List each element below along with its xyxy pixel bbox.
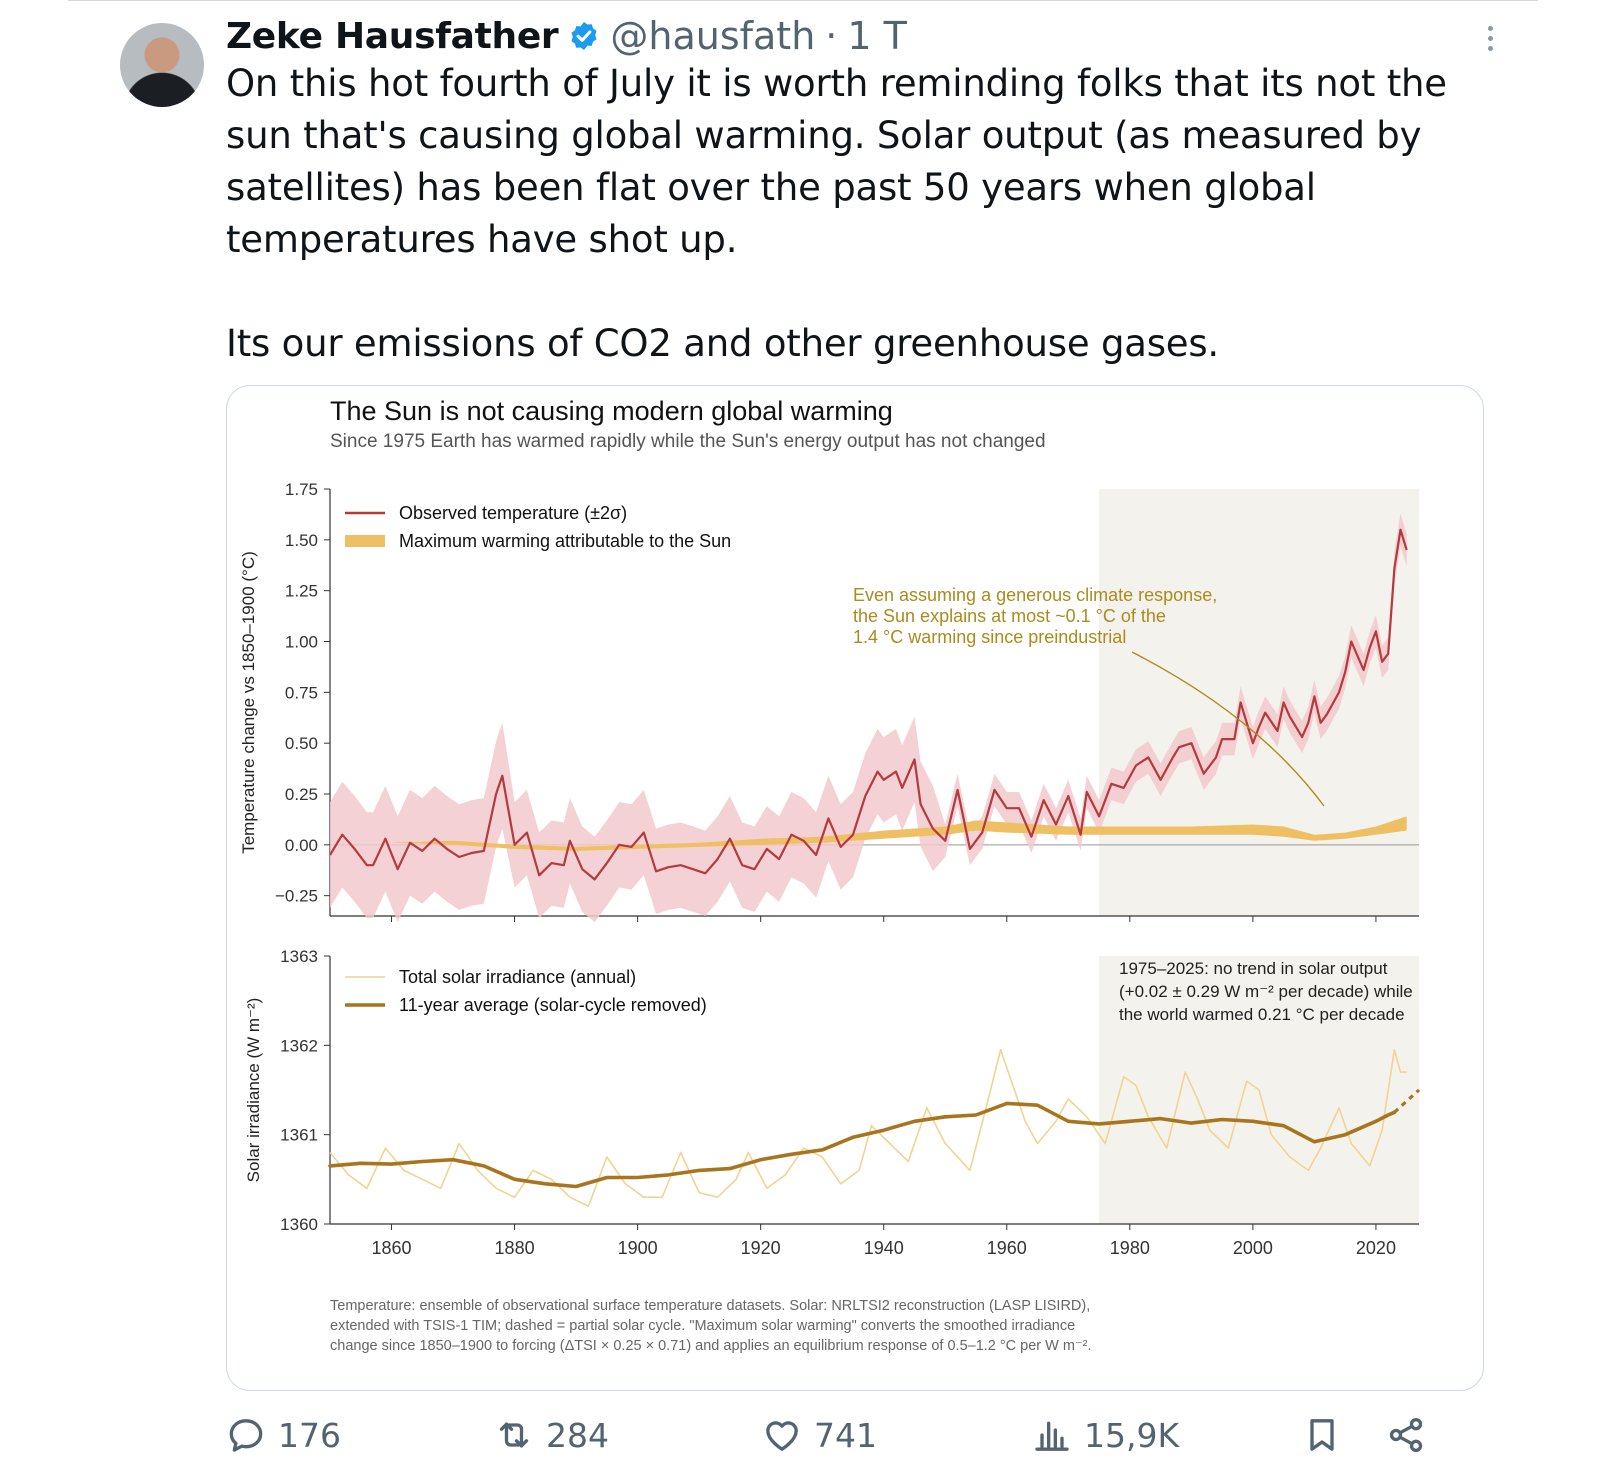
- top-y-tick-label: 0.75: [285, 683, 318, 702]
- chart-footnote-line: change since 1850–1900 to forcing (ΔTSI …: [330, 1338, 1091, 1354]
- bottom-y-axis-label: Solar irradiance (W m⁻²): [244, 998, 263, 1183]
- x-tick-label: 1920: [741, 1238, 781, 1258]
- author-name[interactable]: Zeke Hausfather: [226, 15, 559, 57]
- observed-temperature-band: [330, 513, 1407, 923]
- x-tick-label: 1960: [987, 1238, 1027, 1258]
- x-tick-label: 2000: [1233, 1238, 1273, 1258]
- chart-title: The Sun is not causing modern global war…: [330, 396, 893, 426]
- solar-warming-band: [330, 816, 1407, 851]
- timestamp[interactable]: 1 T: [847, 14, 907, 58]
- top-y-tick-label: 0.50: [285, 734, 318, 753]
- views-button[interactable]: 15,9K: [1032, 1410, 1179, 1460]
- tweet-paragraph-2: Its our emissions of CO2 and other green…: [226, 322, 1219, 365]
- bookmark-button[interactable]: [1302, 1410, 1342, 1460]
- views-count: 15,9K: [1084, 1415, 1180, 1455]
- annotation-leader-line: [1131, 651, 1325, 807]
- more-options-icon[interactable]: [1486, 26, 1494, 54]
- bottom-y-tick-label: 1360: [280, 1215, 318, 1234]
- top-y-tick-label: 0.25: [285, 785, 318, 804]
- x-tick-label: 1980: [1110, 1238, 1150, 1258]
- reply-count: 176: [278, 1415, 341, 1455]
- share-button[interactable]: [1386, 1410, 1426, 1460]
- x-tick-label: 1860: [372, 1238, 412, 1258]
- legend-label-solar-warming: Maximum warming attributable to the Sun: [399, 531, 731, 551]
- repost-icon: [499, 1422, 529, 1448]
- bookmark-icon: [1310, 1419, 1334, 1451]
- top-y-tick-label: 1.00: [285, 633, 318, 652]
- legend-label-solar-annual: Total solar irradiance (annual): [399, 967, 636, 987]
- author-handle[interactable]: @hausfath: [610, 14, 816, 58]
- tweet-paragraph-1: On this hot fourth of July it is worth r…: [226, 62, 1447, 261]
- bottom-annotation-line: (+0.02 ± 0.29 W m⁻² per decade) while: [1119, 982, 1413, 1001]
- top-annotation-line: 1.4 °C warming since preindustrial: [853, 627, 1126, 647]
- like-button[interactable]: 741: [762, 1410, 877, 1460]
- repost-count: 284: [546, 1415, 609, 1455]
- views-icon: [1035, 1421, 1069, 1451]
- share-icon: [1389, 1417, 1423, 1453]
- highlight-region-top: [1099, 489, 1419, 916]
- repost-button[interactable]: 284: [494, 1410, 609, 1460]
- chart-footnote-line: extended with TSIS-1 TIM; dashed = parti…: [330, 1318, 1075, 1334]
- separator-dot: ·: [825, 14, 838, 58]
- top-y-tick-label: 1.75: [285, 480, 318, 499]
- reply-button[interactable]: 176: [226, 1410, 341, 1460]
- bottom-annotation-line: 1975–2025: no trend in solar output: [1119, 959, 1388, 978]
- top-annotation-line: Even assuming a generous climate respons…: [853, 585, 1217, 605]
- legend-swatch-solar-warming: [345, 535, 385, 547]
- bottom-annotation-line: the world warmed 0.21 °C per decade: [1119, 1005, 1405, 1024]
- bottom-y-tick-label: 1361: [280, 1126, 318, 1145]
- tweet-header: Zeke Hausfather @hausfath · 1 T: [226, 12, 907, 60]
- like-icon: [766, 1421, 798, 1451]
- observed-temperature-line: [329, 528, 1408, 881]
- top-y-tick-label: −0.25: [275, 887, 318, 906]
- top-y-tick-label: 0.00: [285, 836, 318, 855]
- top-annotation-line: the Sun explains at most ~0.1 °C of the: [853, 606, 1166, 626]
- chart-svg: The Sun is not causing modern global war…: [239, 396, 1421, 1354]
- chart-image[interactable]: The Sun is not causing modern global war…: [226, 385, 1484, 1391]
- bottom-y-tick-label: 1362: [280, 1036, 318, 1055]
- reply-icon: [229, 1419, 263, 1452]
- top-y-axis-label: Temperature change vs 1850–1900 (°C): [239, 551, 258, 854]
- x-tick-label: 1940: [864, 1238, 904, 1258]
- tweet-text: On this hot fourth of July it is worth r…: [226, 58, 1486, 370]
- chart-subtitle: Since 1975 Earth has warmed rapidly whil…: [330, 431, 1046, 452]
- top-y-tick-label: 1.25: [285, 582, 318, 601]
- x-tick-label: 2020: [1356, 1238, 1396, 1258]
- solar-annual-line: [329, 1049, 1407, 1207]
- verified-badge-icon: [571, 22, 597, 50]
- bottom-y-tick-label: 1363: [280, 947, 318, 966]
- x-tick-label: 1880: [495, 1238, 535, 1258]
- chart-footnote-line: Temperature: ensemble of observational s…: [330, 1298, 1090, 1314]
- avatar[interactable]: [120, 23, 204, 107]
- x-tick-label: 1900: [618, 1238, 658, 1258]
- legend-label-solar-average: 11-year average (solar-cycle removed): [399, 995, 707, 1015]
- action-bar: 176 284 741 15,9K: [226, 1410, 1486, 1460]
- top-y-tick-label: 1.50: [285, 531, 318, 550]
- like-count: 741: [814, 1415, 877, 1455]
- top-divider: [68, 0, 1538, 1]
- legend-label-observed: Observed temperature (±2σ): [399, 503, 627, 523]
- solar-average-line: [328, 1101, 1397, 1189]
